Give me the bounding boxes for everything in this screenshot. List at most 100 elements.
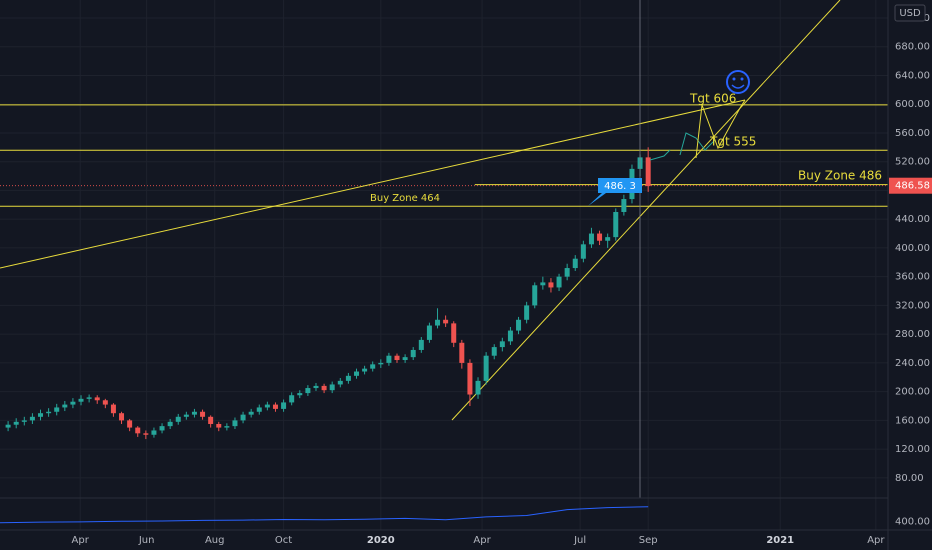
y-tick-label: 360.00 (895, 272, 930, 283)
candle-body (621, 199, 627, 212)
axes: 80.00 120.00 160.00 200.00 240.00 280.00 320.0… (72, 13, 932, 546)
candle-body (46, 411, 52, 414)
candle-body (426, 325, 432, 340)
annotation: Buy Zone 464 (370, 193, 440, 204)
y-tick-label: 80.00 (895, 473, 924, 484)
candle-body (443, 319, 449, 324)
candle-body (556, 276, 562, 288)
candle-body (167, 421, 173, 427)
candle-body (264, 404, 270, 408)
candle-body (597, 233, 603, 241)
x-tick-label: Apr (72, 535, 90, 546)
candle-body (159, 426, 165, 431)
candle-body (524, 305, 530, 320)
candle-body (183, 414, 189, 417)
candle-body (362, 368, 368, 372)
candle-body (94, 397, 100, 401)
candle-body (110, 404, 116, 414)
callout (588, 178, 642, 206)
y-tick-label: 440.00 (895, 214, 930, 225)
candle-body (459, 342, 465, 363)
candle-body (86, 397, 92, 399)
candle-body (208, 416, 214, 424)
candle-body (151, 430, 157, 435)
candle-body (143, 433, 149, 435)
candle-body (272, 404, 278, 409)
candle-body (467, 362, 473, 395)
x-tick-label: 2020 (367, 535, 395, 546)
candle-body (548, 282, 554, 288)
candle-body (191, 411, 197, 415)
candle-body (580, 244, 586, 259)
x-tick-label: Apr (473, 535, 491, 546)
y-tick-label: 520.00 (895, 157, 930, 168)
last-price-label: 486.58 (895, 181, 930, 192)
candle-body (102, 400, 108, 405)
trend-line (451, 0, 841, 421)
candle-body (499, 341, 505, 348)
x-tick-label: Sep (639, 535, 658, 546)
y-tick-label: 160.00 (895, 415, 930, 426)
candle-body (329, 384, 335, 391)
candle-body (378, 362, 384, 365)
x-tick-label: Aug (205, 535, 225, 546)
candle-body (240, 414, 246, 421)
annotation: Buy Zone 486 (798, 169, 882, 183)
candle-body (54, 407, 60, 412)
candle-body (248, 411, 254, 415)
annotation: Tgt 606 (689, 92, 736, 106)
candle-body (305, 388, 311, 394)
candle-body (491, 347, 497, 356)
candle-body (451, 323, 457, 343)
candle-body (38, 413, 44, 417)
last-price-box (889, 177, 932, 194)
grid (0, 0, 888, 530)
candle-body (313, 385, 319, 389)
smiley-eye (740, 77, 744, 81)
candle-body (337, 380, 343, 385)
candle-body (435, 319, 441, 326)
indicator-line (0, 506, 649, 524)
trend-line (0, 99, 746, 269)
y-tick-label: 240.00 (895, 358, 930, 369)
x-tick-label: 2021 (766, 535, 794, 546)
path-arrow (679, 132, 716, 156)
y-tick-label: 600.00 (895, 99, 930, 110)
candle-body (540, 282, 546, 286)
levels (0, 104, 888, 207)
candle-body (588, 233, 594, 245)
candle-body (200, 411, 206, 417)
x-tick-label: Apr (867, 535, 885, 546)
candle-body (410, 349, 416, 358)
y-tick-label: 320.00 (895, 300, 930, 311)
x-tick-label: Oct (275, 535, 292, 546)
y-tick-label: 560.00 (895, 128, 930, 139)
indicator-tick-label: 400.00 (895, 516, 930, 527)
candle-body (175, 416, 181, 422)
x-tick-label: Jun (138, 535, 155, 546)
y-tick-label: 400.00 (895, 243, 930, 254)
currency-box (894, 4, 926, 22)
y-tick-label: 200.00 (895, 387, 930, 398)
y-tick-label: 680.00 (895, 42, 930, 53)
candle-body (613, 211, 619, 238)
candle-body (386, 355, 392, 363)
y-tick-label: 120.00 (895, 444, 930, 455)
candle-body (78, 398, 84, 402)
candle-body (281, 402, 287, 409)
smiley-eye (732, 77, 736, 81)
candle-body (127, 420, 133, 428)
candle-body (119, 413, 125, 421)
candle-body (62, 404, 68, 408)
candle-body (572, 258, 578, 269)
candle-body (483, 355, 489, 381)
candle-body (232, 420, 238, 427)
candle-body (321, 385, 327, 391)
candle-body (21, 420, 27, 422)
path-arrow (695, 99, 746, 159)
candle-body (135, 427, 141, 434)
path-arrow (649, 149, 671, 161)
candle-body (605, 237, 611, 241)
